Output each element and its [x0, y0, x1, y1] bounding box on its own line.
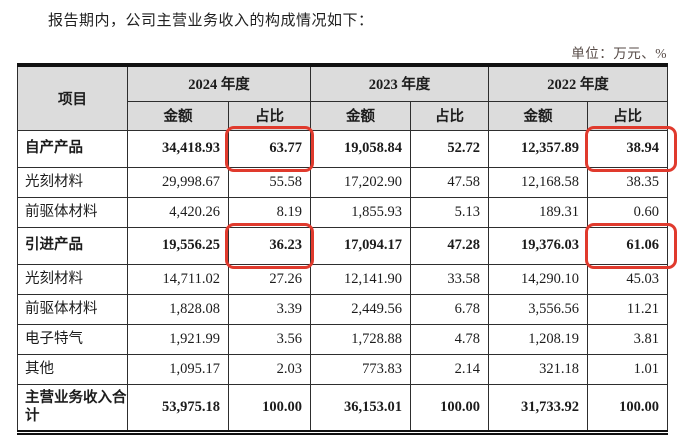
- amount-cell: 12,168.58: [488, 166, 588, 198]
- ratio-cell: 5.13: [410, 196, 489, 228]
- table-row: 前驱体材料 4,420.26 8.19 1,855.93 5.13 189.31 0.60: [17, 196, 668, 228]
- item-cell: 前驱体材料: [17, 293, 128, 325]
- ratio-cell: 47.58: [410, 166, 489, 198]
- ratio-cell: 2.03: [228, 353, 311, 385]
- amount-cell: 2,449.56: [310, 293, 411, 325]
- highlight-box: [225, 222, 314, 269]
- table-row: 主营业务收入合计 53,975.18 100.00 36,153.01 100.00 31…: [17, 383, 668, 433]
- amount-cell: 19,058.84: [310, 129, 411, 168]
- intro-text: 报告期内，公司主营业务收入的构成情况如下：: [48, 13, 374, 29]
- header-year-2024: 2024 年度: [127, 64, 311, 102]
- ratio-cell: 27.26: [228, 263, 311, 295]
- table-row: 其他 1,095.17 2.03 773.83 2.14 321.18 1.01: [17, 353, 668, 385]
- highlight-box: [225, 125, 314, 172]
- item-cell: 光刻材料: [17, 166, 128, 198]
- amount-cell: 31,733.92: [488, 383, 588, 433]
- amount-cell: 189.31: [488, 196, 588, 228]
- table-body: 自产产品 34,418.93 63.77 19,058.84 52.72 12,357.8…: [17, 125, 677, 433]
- item-cell: 自产产品: [17, 129, 128, 168]
- ratio-cell: 63.77: [225, 125, 314, 172]
- amount-cell: 1,921.99: [127, 323, 229, 355]
- highlight-box: [585, 125, 677, 172]
- amount-cell: 17,202.90: [310, 166, 411, 198]
- ratio-cell: 1.01: [587, 353, 668, 385]
- ratio-cell: 11.21: [587, 293, 668, 325]
- table-row: 引进产品 19,556.25 36.23 17,094.17 47.28 19,376.0…: [17, 222, 677, 269]
- ratio-cell: 100.00: [410, 383, 489, 433]
- amount-cell: 34,418.93: [127, 129, 229, 168]
- amount-cell: 1,095.17: [127, 353, 229, 385]
- table-row: 自产产品 34,418.93 63.77 19,058.84 52.72 12,357.8…: [17, 125, 677, 172]
- ratio-cell: 8.19: [228, 196, 311, 228]
- amount-cell: 36,153.01: [310, 383, 411, 433]
- amount-cell: 321.18: [488, 353, 588, 385]
- item-cell: 光刻材料: [17, 263, 128, 295]
- ratio-cell: 61.06: [585, 222, 677, 269]
- header-amount-2022: 金额: [488, 100, 588, 131]
- ratio-cell: 38.35: [587, 166, 668, 198]
- ratio-cell: 4.78: [410, 323, 489, 355]
- header-year-2023: 2023 年度: [310, 64, 489, 102]
- ratio-cell: 100.00: [587, 383, 668, 433]
- table-row: 前驱体材料 1,828.08 3.39 2,449.56 6.78 3,556.56 11.…: [17, 293, 668, 325]
- amount-cell: 29,998.67: [127, 166, 229, 198]
- item-cell: 其他: [17, 353, 128, 385]
- ratio-cell: 3.39: [228, 293, 311, 325]
- amount-cell: 1,855.93: [310, 196, 411, 228]
- amount-cell: 14,711.02: [127, 263, 229, 295]
- item-cell: 电子特气: [17, 323, 128, 355]
- amount-cell: 1,828.08: [127, 293, 229, 325]
- header-ratio-2024: 占比: [228, 100, 311, 131]
- amount-cell: 19,376.03: [488, 226, 588, 265]
- ratio-cell: 38.94: [585, 125, 677, 172]
- header-ratio-2022: 占比: [587, 100, 668, 131]
- ratio-cell: 6.78: [410, 293, 489, 325]
- header-ratio-2023: 占比: [410, 100, 489, 131]
- table-row: 光刻材料 14,711.02 27.26 12,141.90 33.58 14,290.1…: [17, 263, 668, 295]
- item-cell: 前驱体材料: [17, 196, 128, 228]
- table-row: 光刻材料 29,998.67 55.58 17,202.90 47.58 12,168.5…: [17, 166, 668, 198]
- header-item: 项目: [17, 64, 128, 131]
- amount-cell: 12,357.89: [488, 129, 588, 168]
- amount-cell: 17,094.17: [310, 226, 411, 265]
- ratio-cell: 3.56: [228, 323, 311, 355]
- amount-cell: 4,420.26: [127, 196, 229, 228]
- ratio-cell: 0.60: [587, 196, 668, 228]
- amount-cell: 3,556.56: [488, 293, 588, 325]
- header-amount-2023: 金额: [310, 100, 411, 131]
- amount-cell: 53,975.18: [127, 383, 229, 433]
- amount-cell: 14,290.10: [488, 263, 588, 295]
- highlight-box: [585, 222, 677, 269]
- ratio-cell: 2.14: [410, 353, 489, 385]
- ratio-cell: 45.03: [587, 263, 668, 295]
- amount-cell: 1,728.88: [310, 323, 411, 355]
- amount-cell: 773.83: [310, 353, 411, 385]
- header-amount-2024: 金额: [127, 100, 229, 131]
- ratio-cell: 36.23: [225, 222, 314, 269]
- unit-note: 单位：万元、%: [571, 46, 667, 61]
- ratio-cell: 52.72: [410, 129, 489, 168]
- item-cell: 引进产品: [17, 226, 128, 265]
- ratio-cell: 33.58: [410, 263, 489, 295]
- ratio-cell: 3.81: [587, 323, 668, 355]
- ratio-cell: 100.00: [228, 383, 311, 433]
- ratio-cell: 55.58: [228, 166, 311, 198]
- amount-cell: 19,556.25: [127, 226, 229, 265]
- ratio-cell: 47.28: [410, 226, 489, 265]
- table-row: 电子特气 1,921.99 3.56 1,728.88 4.78 1,208.19 3.81: [17, 323, 668, 355]
- amount-cell: 1,208.19: [488, 323, 588, 355]
- revenue-composition-table: 项目 2024 年度 2023 年度 2022 年度 金额 占比 金额 占比 金…: [17, 63, 677, 435]
- item-cell: 主营业务收入合计: [17, 383, 128, 433]
- amount-cell: 12,141.90: [310, 263, 411, 295]
- header-year-2022: 2022 年度: [488, 64, 668, 102]
